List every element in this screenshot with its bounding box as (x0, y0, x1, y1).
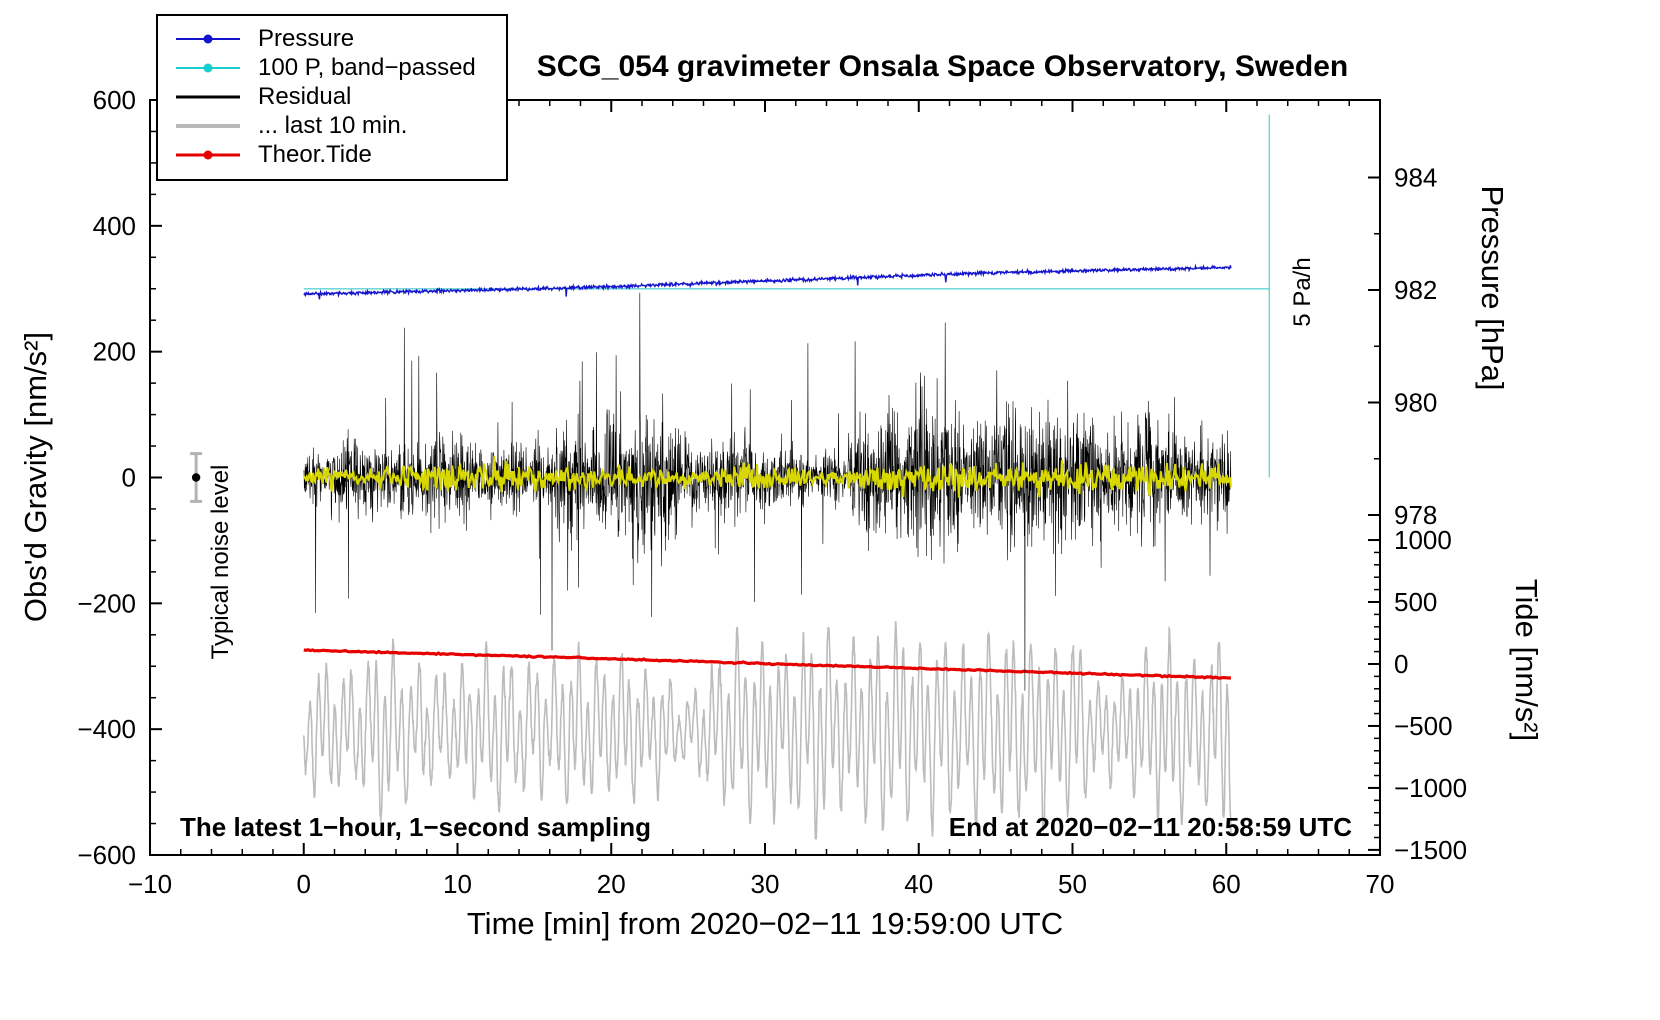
legend-line-residual-last10 (176, 123, 240, 128)
legend-items: Pressure 100 P, band−passed Residual... la… (158, 24, 506, 169)
legend-item-theor-tide: Theor.Tide (158, 140, 506, 169)
legend-label-residual-last10: ... last 10 min. (258, 111, 408, 139)
legend-dot-pressure (203, 34, 213, 43)
x-tick-label: 0 (297, 869, 311, 899)
x-tick-label: 60 (1212, 869, 1241, 899)
legend-label-residual: Residual (258, 82, 352, 110)
legend-swatch-residual-last10 (176, 119, 240, 133)
tide-tick-label: −500 (1394, 711, 1453, 741)
gravity-tick-label: 200 (93, 337, 136, 367)
x-axis-label: Time [min] from 2020−02−11 19:59:00 UTC (466, 906, 1064, 941)
gravity-tick-label: 400 (93, 211, 136, 241)
legend-label-theor-tide: Theor.Tide (258, 140, 372, 168)
tide-axis-label: Tide [nm/s²] (1509, 578, 1544, 742)
tide-tick-label: −1000 (1394, 773, 1467, 803)
x-tick-label: 20 (597, 869, 626, 899)
legend-swatch-pressure (176, 32, 240, 46)
series-residual (303, 292, 1232, 691)
legend-line-residual (176, 95, 240, 98)
end-time-note: End at 2020−02−11 20:58:59 UTC (948, 812, 1352, 842)
pressure-tick-label: 980 (1394, 388, 1437, 418)
x-tick-label: 30 (751, 869, 780, 899)
legend-item-pressure: Pressure (158, 24, 506, 53)
legend-label-bandpassed: 100 P, band−passed (258, 53, 476, 81)
tide-tick-label: −1500 (1394, 835, 1467, 865)
legend-label-pressure: Pressure (258, 24, 355, 52)
noise-level-annotation: Typical noise level (207, 464, 234, 660)
series-theor-tide (303, 648, 1231, 680)
noise-level-dot (191, 473, 201, 482)
pressure-axis-label: Pressure [hPa] (1475, 185, 1510, 391)
series-bandpassed-trace (302, 455, 1232, 498)
gravity-tick-label: 0 (122, 463, 136, 493)
legend-item-residual: Residual (158, 82, 506, 111)
legend-item-residual-last10: ... last 10 min. (158, 111, 506, 140)
legend-dot-theor-tide (203, 150, 213, 159)
legend-swatch-theor-tide (176, 148, 240, 162)
pressure-tick-label: 984 (1394, 163, 1437, 193)
x-tick-label: 40 (904, 869, 933, 899)
chart-title: SCG_054 gravimeter Onsala Space Observat… (536, 50, 1349, 83)
sampling-note: The latest 1−hour, 1−second sampling (180, 812, 652, 842)
legend-swatch-residual (176, 90, 240, 104)
legend-swatch-bandpassed (176, 61, 240, 75)
gravity-tick-label: 600 (93, 85, 136, 115)
x-tick-label: 50 (1058, 869, 1087, 899)
legend-dot-bandpassed (203, 63, 213, 72)
pressure-tick-label: 982 (1394, 275, 1437, 305)
series-pressure (303, 263, 1232, 300)
tide-tick-label: 500 (1394, 587, 1437, 617)
gravity-tick-label: −400 (77, 714, 136, 744)
x-tick-label: 70 (1366, 869, 1395, 899)
series-residual-last10 (303, 621, 1232, 840)
x-tick-label: −10 (128, 869, 172, 899)
x-tick-label: 10 (443, 869, 472, 899)
legend: Pressure 100 P, band−passed Residual... la… (156, 14, 508, 181)
tide-tick-label: 1000 (1394, 525, 1452, 555)
gravity-tick-label: −200 (77, 588, 136, 618)
rate-ref-annotation: 5 Pa/h (1289, 257, 1316, 327)
gravity-axis-label: Obs'd Gravity [nm/s²] (18, 331, 53, 623)
pressure-tick-label: 978 (1394, 500, 1437, 530)
tide-tick-label: 0 (1394, 649, 1408, 679)
legend-item-bandpassed: 100 P, band−passed (158, 53, 506, 82)
gravity-tick-label: −600 (77, 840, 136, 870)
